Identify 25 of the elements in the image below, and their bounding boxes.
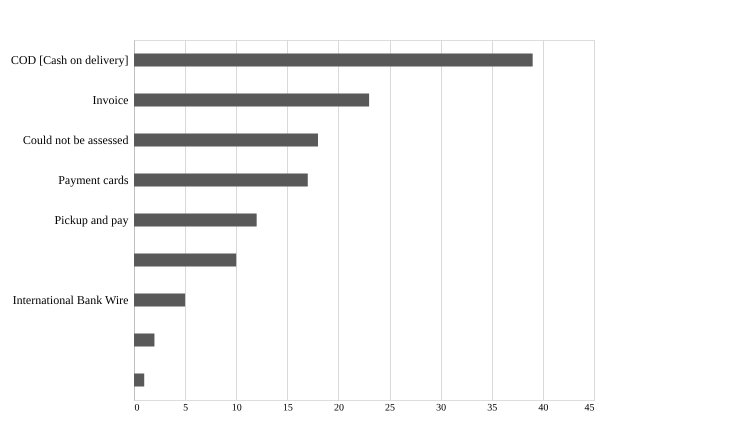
bar [134, 374, 144, 386]
bar [134, 174, 308, 186]
bar [134, 54, 533, 66]
y-tick-label: Invoice [92, 93, 128, 107]
x-tick-label: 5 [183, 402, 188, 414]
x-tick-label: 10 [232, 402, 242, 414]
y-tick-label: COD [Cash on delivery] [10, 53, 128, 67]
y-tick-label: International Bank Wire [12, 293, 128, 307]
bar [134, 134, 318, 146]
x-tick-label: 20 [334, 402, 344, 414]
y-tick-label: Payment cards [58, 173, 129, 187]
y-tick-label: Pickup and pay [54, 213, 128, 227]
x-tick-label: 15 [282, 402, 293, 414]
x-tick-label: 35 [487, 402, 498, 414]
x-tick-label: 40 [538, 402, 548, 414]
bar [134, 94, 370, 106]
x-tick-label: 25 [385, 402, 396, 414]
bar [134, 214, 257, 226]
x-tick-label: 45 [584, 402, 594, 414]
bar [134, 254, 236, 266]
x-tick-label: 30 [436, 402, 446, 414]
bar [134, 294, 186, 306]
bar [134, 334, 154, 346]
x-tick-label: 0 [134, 402, 140, 414]
y-tick-label: Could not be assessed [22, 133, 128, 147]
